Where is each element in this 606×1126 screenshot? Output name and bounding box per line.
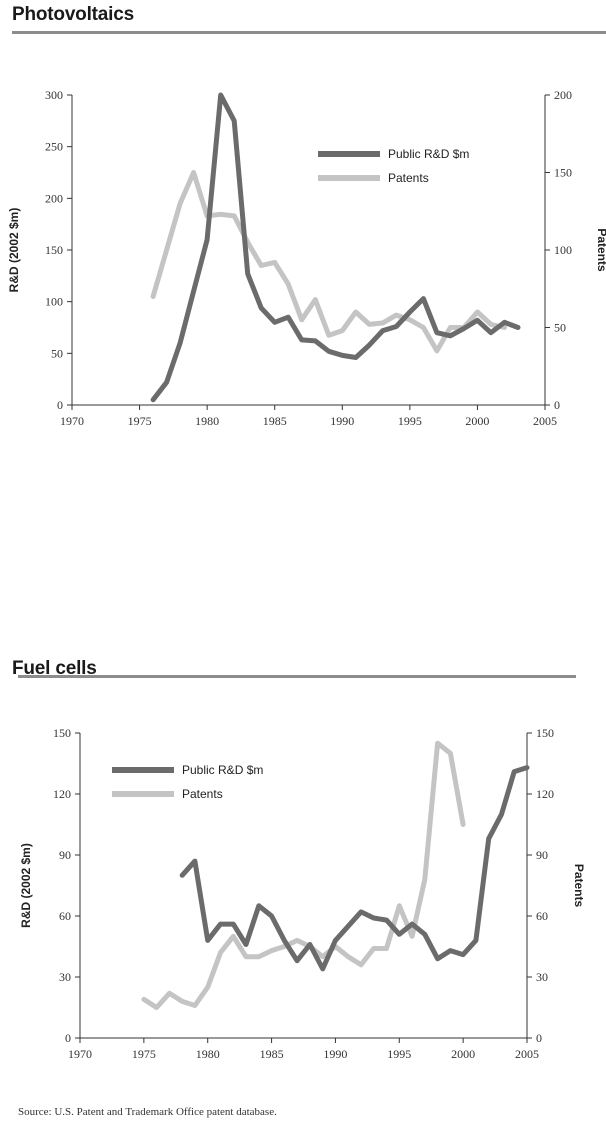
fuel-cells-title: Fuel cells (12, 658, 97, 679)
y-tick-label-right: 150 (554, 166, 572, 180)
y-tick-label-left: 90 (59, 848, 71, 862)
y-tick-label-left: 0 (65, 1031, 71, 1045)
photovoltaics-title: Photovoltaics (12, 4, 134, 25)
rd-series-line (179, 765, 530, 972)
x-tick-label: 2005 (515, 1047, 539, 1061)
x-tick-label: 2000 (451, 1047, 475, 1061)
y-tick-label-right: 150 (536, 726, 554, 740)
legend-rd-label: Public R&D $m (388, 147, 469, 161)
x-tick-label: 1980 (196, 1047, 220, 1061)
y-axis-label-right: Patents (595, 228, 606, 272)
x-tick-label: 1975 (132, 1047, 156, 1061)
x-tick-label: 2000 (465, 414, 489, 428)
fuel-cells-chart: 1970 1975 1980 1985 1990 1995 2000 2005 0 30 60 90 1… (19, 726, 586, 1061)
patents-series-line (141, 740, 466, 1010)
x-tick-label: 1985 (263, 414, 287, 428)
x-tick-label: 1975 (128, 414, 152, 428)
x-tick-label: 1995 (398, 414, 422, 428)
photovoltaics-title-rule (12, 31, 606, 34)
y-axis-label-right: Patents (572, 864, 586, 908)
legend-rd-label: Public R&D $m (182, 763, 263, 777)
y-tick-label-left: 100 (45, 295, 63, 309)
photovoltaics-chart: 1970 1975 1980 1985 1990 1995 2000 200505010015… (7, 88, 606, 428)
y-tick-label-right: 30 (536, 970, 548, 984)
y-tick-label-right: 0 (536, 1031, 542, 1045)
x-tick-label: 1995 (387, 1047, 411, 1061)
x-tick-label: 1970 (68, 1047, 92, 1061)
y-tick-label-left: 150 (53, 726, 71, 740)
y-tick-label-right: 200 (554, 88, 572, 102)
x-tick-label: 1980 (195, 414, 219, 428)
y-tick-label-right: 50 (554, 321, 566, 335)
y-tick-label-right: 120 (536, 787, 554, 801)
y-tick-label-left: 200 (45, 191, 63, 205)
y-tick-label-left: 60 (59, 909, 71, 923)
y-tick-label-left: 150 (45, 243, 63, 257)
source-note: Source: U.S. Patent and Trademark Office… (18, 1106, 277, 1118)
y-tick-label-right: 90 (536, 848, 548, 862)
y-tick-label-left: 300 (45, 88, 63, 102)
y-tick-label-right: 0 (554, 398, 560, 412)
fuel-cells-title-rule (18, 675, 576, 678)
y-tick-label-left: 250 (45, 140, 63, 154)
y-tick-label-right: 100 (554, 243, 572, 257)
legend-patents-label: Patents (182, 787, 223, 801)
y-axis-label-left: R&D (2002 $m) (7, 208, 21, 293)
x-tick-label: 1990 (323, 1047, 347, 1061)
y-tick-label-left: 50 (51, 346, 63, 360)
legend-patents-label: Patents (388, 171, 429, 185)
y-tick-label-left: 120 (53, 787, 71, 801)
x-tick-label: 1970 (60, 414, 84, 428)
y-tick-label-right: 60 (536, 909, 548, 923)
y-axis-label-left: R&D (2002 $m) (19, 843, 33, 928)
patents-series-line (150, 170, 507, 354)
y-tick-label-left: 30 (59, 970, 71, 984)
rd-series-line (150, 92, 521, 403)
x-tick-label: 1990 (330, 414, 354, 428)
x-tick-label: 2005 (533, 414, 557, 428)
y-tick-label-left: 0 (57, 398, 63, 412)
x-tick-label: 1985 (260, 1047, 284, 1061)
